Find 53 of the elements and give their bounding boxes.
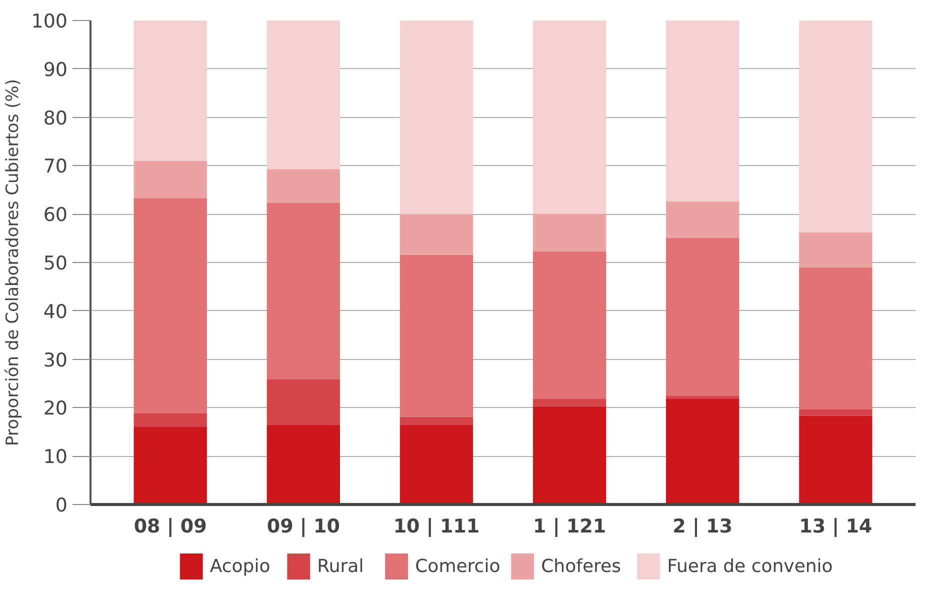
bar (532, 214, 606, 252)
y-tick-label: 100 (31, 10, 68, 32)
bar (266, 424, 340, 504)
x-tick-label: 1 | 121 (533, 516, 606, 538)
bar (799, 20, 872, 232)
y-tick-label: 0 (55, 494, 68, 516)
bar (134, 427, 207, 504)
bar (532, 20, 606, 214)
bar (400, 416, 474, 425)
x-tick-label: 09 | 10 (266, 516, 340, 538)
bar (532, 406, 606, 504)
legend-label: Comercio (415, 556, 500, 577)
legend-label: Acopio (210, 556, 270, 577)
bar (266, 379, 340, 425)
y-tick-label: 50 (43, 252, 68, 274)
bar (532, 398, 606, 406)
bar (266, 20, 340, 170)
y-tick-label: 30 (43, 349, 68, 372)
legend-label: Fuera de convenio (667, 556, 833, 577)
y-tick-label: 40 (43, 300, 68, 323)
bar (799, 409, 872, 416)
bar (799, 416, 872, 504)
bar (666, 396, 740, 399)
bar (400, 20, 474, 214)
x-tick-label: 2 | 13 (672, 516, 733, 538)
x-tick-label: 13 | 14 (799, 516, 872, 538)
bar (799, 267, 872, 410)
bar (134, 198, 207, 414)
bar (400, 214, 474, 255)
y-tick-label: 20 (43, 398, 68, 420)
y-tick-label: 70 (43, 156, 68, 178)
y-axis-title: Proporción de Colaboradores Cubiertos (%) (3, 79, 24, 446)
bar (799, 232, 872, 268)
bar (666, 398, 740, 504)
bar (266, 169, 340, 203)
bar (400, 254, 474, 417)
bar (666, 238, 740, 396)
y-tick-label: 80 (43, 107, 68, 130)
y-tick-label: 90 (43, 58, 68, 81)
x-tick-label: 08 | 09 (134, 516, 207, 538)
bar (666, 202, 740, 238)
bar (266, 202, 340, 380)
legend-label: Rural (317, 556, 364, 577)
bar (134, 414, 207, 428)
bar (134, 160, 207, 198)
bar (532, 251, 606, 399)
bar (400, 424, 474, 504)
y-tick-label: 10 (43, 446, 68, 468)
bar (134, 20, 207, 161)
legend-label: Choferes (541, 556, 621, 577)
bar (666, 20, 740, 202)
x-tick-label: 10 | 111 (393, 516, 480, 538)
y-tick-label: 60 (43, 204, 68, 226)
